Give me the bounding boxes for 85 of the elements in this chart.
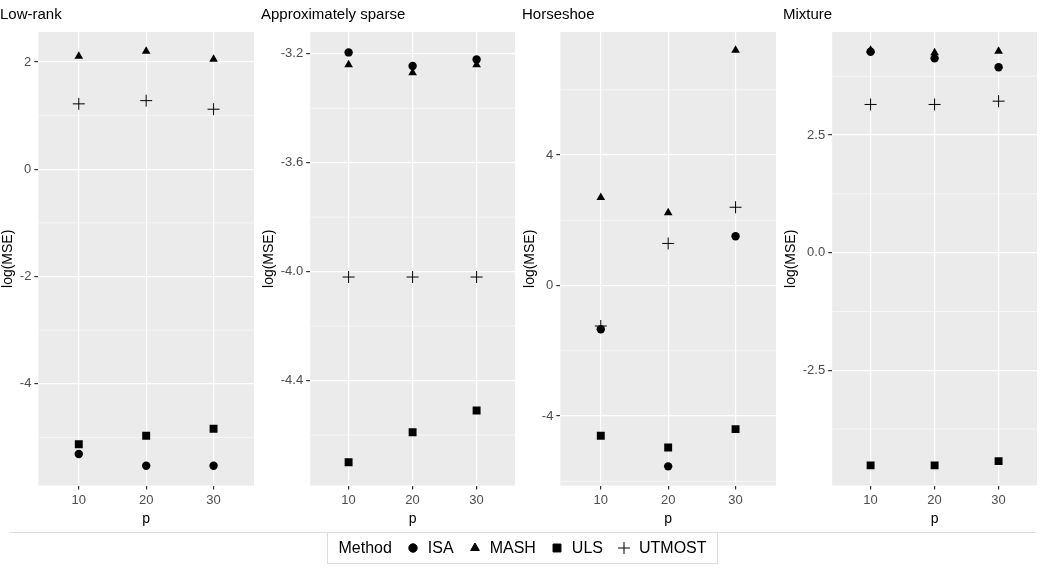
y-tick-label: 0 xyxy=(546,277,554,293)
point xyxy=(74,51,84,59)
point xyxy=(928,97,942,111)
point xyxy=(209,461,218,470)
x-tick-label: 10 xyxy=(593,491,609,507)
point xyxy=(994,46,1003,54)
x-tick-label: 20 xyxy=(660,491,676,507)
point xyxy=(344,59,353,68)
x-tick-label: 10 xyxy=(71,491,87,507)
y-tick-label: -4 xyxy=(19,375,32,391)
legend-label: MASH xyxy=(489,539,536,557)
point xyxy=(731,425,740,434)
y-tick-label: -4 xyxy=(541,407,554,423)
point xyxy=(342,270,356,284)
point xyxy=(209,54,218,62)
x-tick-label: 30 xyxy=(728,491,743,507)
y-tick-label: 2 xyxy=(24,53,32,69)
point xyxy=(472,406,481,415)
point xyxy=(406,270,420,284)
chart-title: Low-rank xyxy=(0,5,63,23)
point xyxy=(731,45,740,53)
point xyxy=(74,449,83,459)
point xyxy=(663,462,673,471)
y-tick-label: -2 xyxy=(19,268,32,284)
legend-title: Method xyxy=(338,539,392,557)
y-axis-title: log(MSE) xyxy=(782,229,799,288)
legend-label: ISA xyxy=(427,539,454,557)
point xyxy=(994,457,1003,466)
point xyxy=(139,94,153,108)
x-tick-label: 10 xyxy=(863,491,878,507)
point xyxy=(992,94,1006,108)
y-tick-label: -3.2 xyxy=(280,45,304,61)
point xyxy=(664,443,673,452)
point xyxy=(661,236,675,250)
point xyxy=(596,431,605,440)
x-tick-label: 20 xyxy=(138,491,154,507)
x-tick-label: 30 xyxy=(991,491,1006,507)
x-tick-label: 10 xyxy=(341,491,356,507)
point xyxy=(864,97,878,111)
point xyxy=(344,458,353,467)
point xyxy=(72,97,86,111)
point xyxy=(74,440,83,449)
x-tick-label: 20 xyxy=(405,491,420,507)
point xyxy=(207,102,221,116)
point xyxy=(596,325,605,334)
chart-title: Horseshoe xyxy=(522,5,595,23)
point xyxy=(930,461,939,470)
x-tick-label: 30 xyxy=(469,491,484,507)
point xyxy=(472,55,481,64)
point xyxy=(209,424,218,433)
point xyxy=(866,461,875,470)
y-axis-title: log(MSE) xyxy=(0,229,16,288)
legend-label: ULS xyxy=(571,539,603,557)
chart-title: Mixture xyxy=(783,5,833,23)
point xyxy=(141,461,151,470)
point xyxy=(731,232,740,241)
y-tick-label: 0 xyxy=(24,160,32,176)
x-axis-title: p xyxy=(664,510,673,527)
point xyxy=(141,46,151,54)
point xyxy=(408,428,417,437)
y-tick-label: 4 xyxy=(546,146,554,162)
x-axis-title: p xyxy=(930,510,939,527)
y-tick-label: 0.0 xyxy=(807,244,826,260)
legend-label: UTMOST xyxy=(638,539,707,557)
point xyxy=(344,48,353,57)
point xyxy=(930,54,939,63)
chart-title: Approximately sparse xyxy=(261,5,406,23)
y-axis-title: log(MSE) xyxy=(260,229,277,288)
y-tick-label: -3.6 xyxy=(280,154,304,170)
point xyxy=(142,431,151,440)
x-axis-title: p xyxy=(142,510,151,527)
y-tick-label: -4.0 xyxy=(280,263,304,279)
point xyxy=(470,270,484,284)
y-tick-label: -4.4 xyxy=(280,372,304,388)
x-tick-label: 30 xyxy=(206,491,221,507)
y-tick-label: 2.5 xyxy=(807,126,826,142)
point xyxy=(729,200,743,214)
x-tick-label: 20 xyxy=(927,491,942,507)
point xyxy=(596,192,606,200)
point xyxy=(663,207,673,216)
y-tick-label: -2.5 xyxy=(802,361,826,377)
point xyxy=(994,63,1003,72)
y-axis-title: log(MSE) xyxy=(521,229,538,288)
x-axis-title: p xyxy=(408,510,417,527)
point xyxy=(408,61,417,71)
